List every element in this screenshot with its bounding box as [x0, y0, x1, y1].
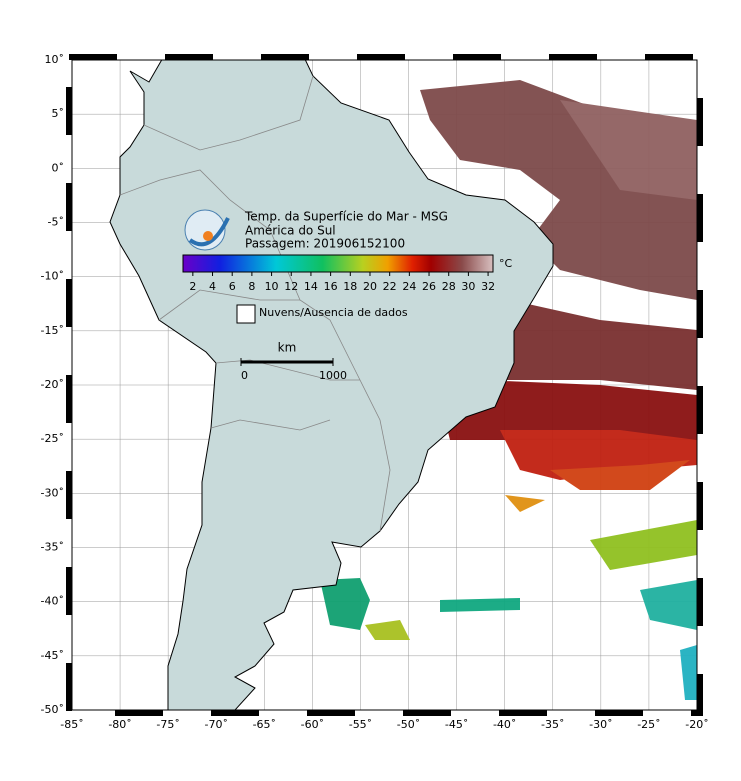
y-tick-label: 0˚	[52, 161, 65, 174]
scale-unit: km	[278, 341, 297, 355]
x-tick-label: -50˚	[397, 718, 420, 731]
borders	[119, 75, 391, 532]
colorbar-tick-label: 14	[304, 280, 318, 293]
scale-tick-label: 0	[241, 369, 248, 382]
x-tick-label: -80˚	[108, 718, 131, 731]
y-tick-label: 10˚	[45, 53, 65, 66]
y-tick-label: -45˚	[41, 649, 64, 662]
colorbar-tick-label: 30	[461, 280, 475, 293]
x-tick-label: -30˚	[589, 718, 612, 731]
x-tick-label: -25˚	[637, 718, 660, 731]
colorbar-tick-label: 26	[422, 280, 436, 293]
colorbar-tick-label: 6	[229, 280, 236, 293]
y-tick-label: -30˚	[41, 486, 64, 499]
axes: -85˚ -80˚ -75˚ -70˚ -65˚ -60˚ -55˚ -50˚ -45˚ -40˚…	[41, 53, 709, 731]
x-tick-label: -20˚	[685, 718, 708, 731]
legend-swatch	[236, 304, 256, 324]
y-tick-label: -35˚	[41, 541, 64, 554]
y-tick-label: -15˚	[41, 324, 64, 337]
x-tick-label: -70˚	[204, 718, 227, 731]
colorbar-tick-label: 2	[189, 280, 196, 293]
sst-field	[320, 80, 697, 700]
scale-tick-label: 1000	[319, 369, 347, 382]
title-line: América do Sul	[245, 224, 336, 238]
x-tick-label: -35˚	[541, 718, 564, 731]
colorbar-tick-label: 20	[363, 280, 377, 293]
title-line: Temp. da Superfície do Mar - MSG	[244, 210, 448, 224]
x-tick-label: -85˚	[60, 718, 83, 731]
colorbar-tick-label: 10	[265, 280, 279, 293]
colorbar-tick-label: 18	[343, 280, 357, 293]
legend-label: Nuvens/Ausencia de dados	[259, 306, 408, 319]
colorbar-tick-label: 12	[284, 280, 298, 293]
x-tick-label: -45˚	[445, 718, 468, 731]
y-tick-label: -25˚	[41, 432, 64, 445]
y-tick-label: -50˚	[41, 703, 64, 716]
title-line: Passagem: 201906152100	[245, 237, 405, 251]
colorbar-tick-label: 22	[383, 280, 397, 293]
colorbar-tick-label: 8	[248, 280, 255, 293]
y-tick-label: 5˚	[52, 107, 65, 120]
colorbar-tick-label: 4	[209, 280, 216, 293]
colorbar-unit: °C	[499, 257, 513, 270]
x-tick-label: -75˚	[156, 718, 179, 731]
colorbar-tick-label: 28	[442, 280, 456, 293]
y-tick-label: -5˚	[48, 216, 64, 229]
y-tick-label: -20˚	[41, 378, 64, 391]
y-tick-label: -40˚	[41, 595, 64, 608]
scale-bar: 0 1000	[240, 358, 347, 382]
x-tick-label: -60˚	[301, 718, 324, 731]
colorbar	[182, 254, 494, 273]
y-tick-label: -10˚	[41, 270, 64, 283]
x-tick-label: -40˚	[493, 718, 516, 731]
map-frame-ticks	[66, 54, 703, 716]
map-area	[72, 60, 697, 710]
x-tick-label: -55˚	[349, 718, 372, 731]
colorbar-tick-label: 24	[402, 280, 416, 293]
logo	[184, 209, 230, 251]
colorbar-tick-label: 16	[324, 280, 338, 293]
colorbar-tick-label: 32	[481, 280, 495, 293]
colorbar-ticks: 2 4 6 8 10 12 14 16 18 20 22 24 26 28 30 32	[189, 272, 495, 293]
x-tick-label: -65˚	[253, 718, 276, 731]
